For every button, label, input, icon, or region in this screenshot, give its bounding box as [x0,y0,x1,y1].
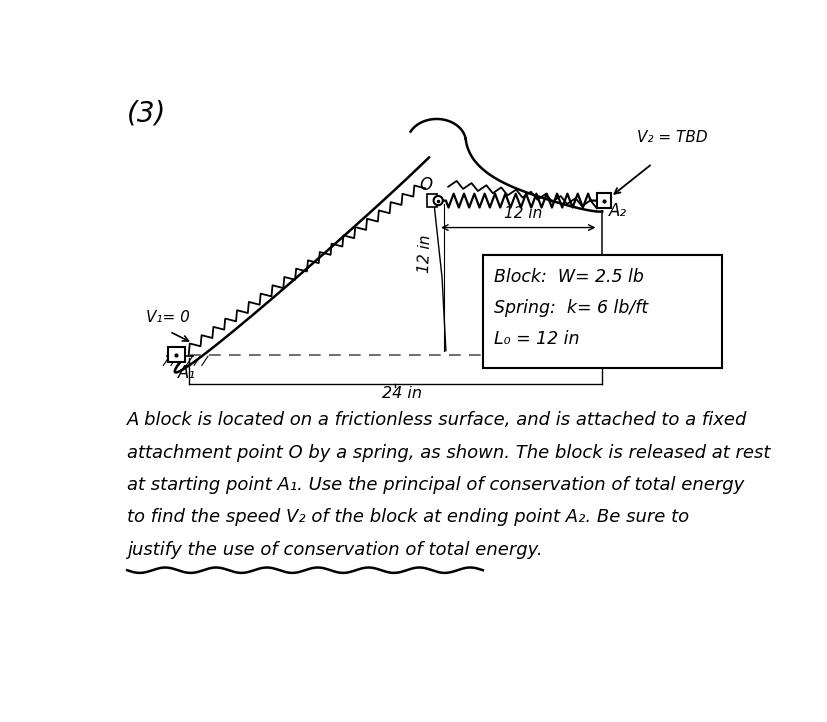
Text: Spring:  k= 6 lb/ft: Spring: k= 6 lb/ft [493,299,647,317]
Text: at starting point A₁. Use the principal of conservation of total energy: at starting point A₁. Use the principal … [127,476,743,494]
Text: O: O [419,176,433,193]
Text: (3): (3) [127,100,166,127]
Bar [596,193,610,209]
Text: L₀ = 12 in: L₀ = 12 in [493,330,578,348]
Text: A block is located on a frictionless surface, and is attached to a fixed: A block is located on a frictionless sur… [127,412,747,430]
Bar [168,347,184,362]
Text: 12 in: 12 in [504,206,542,222]
Text: V₂ = TBD: V₂ = TBD [636,130,706,145]
Text: Block:  W= 2.5 lb: Block: W= 2.5 lb [493,268,643,286]
Bar [482,254,720,368]
Circle shape [433,196,442,205]
Text: to find the speed V₂ of the block at ending point A₂. Be sure to: to find the speed V₂ of the block at end… [127,508,688,526]
Text: attachment point O by a spring, as shown. The block is released at rest: attachment point O by a spring, as shown… [127,444,770,462]
Text: A₂: A₂ [609,202,626,220]
Text: A₁: A₁ [178,364,196,382]
Text: 12 in: 12 in [417,234,433,273]
Text: justify the use of conservation of total energy.: justify the use of conservation of total… [127,541,543,559]
Bar [427,194,436,206]
Text: V₁= 0: V₁= 0 [146,310,190,325]
Text: 24 in: 24 in [381,386,421,401]
